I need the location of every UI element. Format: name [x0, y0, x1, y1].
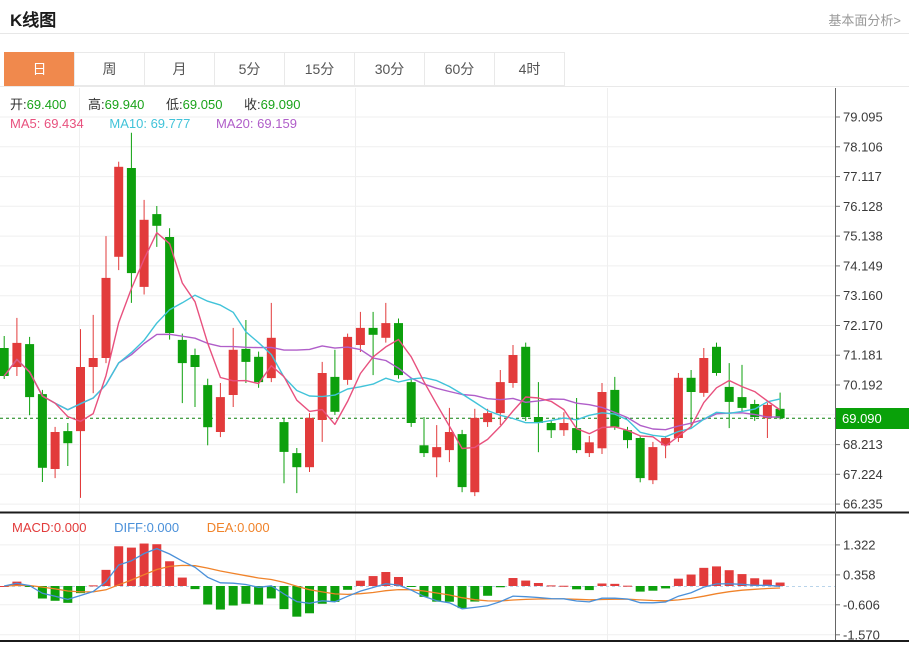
tabbar-underline [0, 86, 909, 87]
macd-value-legend: MACD:0.000 [12, 520, 87, 535]
tab-period-1[interactable]: 周 [74, 52, 145, 86]
ma-legend: MA5: 69.434 MA10: 69.777 MA20: 69.159 [10, 116, 319, 131]
low-label: 低: [166, 97, 183, 112]
tab-period-5[interactable]: 30分 [354, 52, 425, 86]
ma20-line [3, 333, 781, 431]
macd-legend: MACD:0.000 DIFF:0.000 DEA:0.000 [12, 520, 294, 535]
dea-line [4, 564, 781, 602]
period-tabbar: 日周月 5分 15分 30分 60分 4时 [4, 52, 565, 86]
y-axis-tick-label: 72.170 [843, 318, 883, 333]
y-axis-tick-label: 76.128 [843, 199, 883, 214]
macd-axis-tick-label: -0.606 [843, 597, 880, 612]
y-axis-tick-label: 79.095 [843, 110, 883, 125]
tab-period-0[interactable]: 日 [4, 52, 75, 86]
ma5-line [3, 231, 781, 450]
fundamental-analysis-link[interactable]: 基本面分析> [828, 13, 901, 28]
y-axis-tick-label: 77.117 [843, 169, 882, 184]
y-axis-tick-label: 66.235 [843, 497, 883, 512]
y-axis-tick-label: 78.106 [843, 139, 883, 154]
ma20-legend: MA20: 69.159 [215, 116, 297, 131]
low-value: 69.050 [182, 97, 223, 112]
y-axis-tick-label: 73.160 [843, 288, 883, 303]
y-axis-tick-label: 74.149 [843, 258, 883, 273]
y-axis-tick-label: 71.181 [843, 348, 883, 363]
candles-group [0, 132, 785, 498]
macd-axis-tick-label: 0.358 [843, 567, 876, 582]
high-label: 高: [88, 97, 105, 112]
high-value: 69.940 [104, 97, 145, 112]
macd-axis-tick-label: -1.570 [843, 627, 880, 642]
tab-period-3[interactable]: 5分 [214, 52, 285, 86]
diff-value-legend: DIFF:0.000 [114, 520, 180, 535]
tab-period-6[interactable]: 60分 [424, 52, 495, 86]
y-axis-tick-label: 67.224 [843, 467, 883, 482]
tab-period-2[interactable]: 月 [144, 52, 215, 86]
macd-axis-tick-label: 1.322 [843, 537, 876, 552]
open-value: 69.400 [26, 97, 67, 112]
ma10-line [3, 294, 781, 438]
open-label: 开: [10, 97, 27, 112]
close-value: 69.090 [260, 97, 301, 112]
macd-histogram [0, 543, 785, 617]
page-title: K线图 [10, 11, 57, 30]
y-axis-tick-label: 75.138 [843, 229, 883, 244]
ma10-legend: MA10: 69.777 [109, 116, 191, 131]
y-axis-tick-label: 68.213 [843, 437, 883, 452]
title-divider [0, 33, 909, 34]
dea-value-legend: DEA:0.000 [206, 520, 270, 535]
diff-line [4, 547, 781, 610]
ohlc-legend: 开:69.400 高:69.940 低:69.050 收:69.090 [10, 94, 318, 113]
close-label: 收: [244, 97, 261, 112]
ma5-legend: MA5: 69.434 [10, 116, 84, 131]
tab-period-7[interactable]: 4时 [494, 52, 565, 86]
y-axis-tick-label: 70.192 [843, 378, 883, 393]
current-price-badge: 69.090 [836, 408, 909, 429]
tab-period-4[interactable]: 15分 [284, 52, 355, 86]
